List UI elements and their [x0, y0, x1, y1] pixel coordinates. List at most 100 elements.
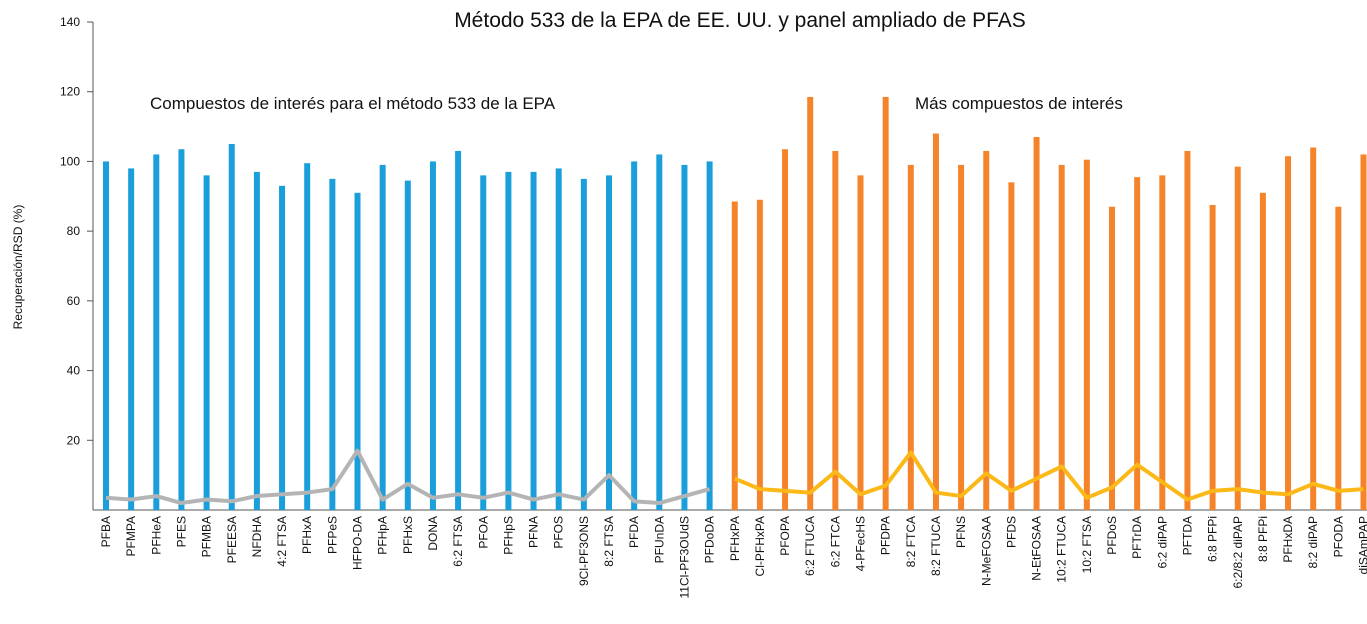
annotation: Compuestos de interés para el método 533…	[150, 94, 556, 113]
bar	[958, 164, 965, 510]
bar	[178, 149, 185, 510]
x-tick-label: DONA	[426, 516, 440, 551]
y-tick-label: 40	[67, 364, 81, 378]
bar	[756, 199, 763, 510]
x-tick-label: PFHpS	[501, 516, 515, 555]
chart-title: Método 533 de la EPA de EE. UU. y panel …	[454, 9, 1026, 32]
y-tick-label: 120	[60, 85, 80, 99]
y-axis-label: Recuperación/RSD (%)	[11, 205, 25, 330]
bar	[279, 185, 286, 511]
y-tick-label: 20	[67, 433, 81, 447]
bar	[731, 201, 738, 510]
bar	[103, 161, 109, 510]
x-tick-label: PFDoDA	[703, 516, 717, 563]
bar	[203, 175, 210, 510]
x-tick-label: 8:2 FTUCA	[929, 516, 943, 576]
x-tick-label: 8:2 FTCA	[904, 516, 918, 567]
bar	[1033, 137, 1040, 510]
x-tick-label: diSAmPAP	[1357, 516, 1367, 574]
x-tick-label: N-EtFOSAA	[1030, 516, 1044, 581]
x-tick-label: 11Cl-PF3OUdS	[677, 516, 691, 598]
x-tick-label: PFODA	[1331, 516, 1345, 557]
x-tick-label: 10:2 FTSA	[1080, 516, 1094, 573]
x-tick-label: 4-PFecHS	[854, 516, 868, 571]
bar	[329, 178, 336, 510]
x-tick-label: PFDPA	[879, 516, 893, 555]
y-tick-label: 60	[67, 294, 81, 308]
bar	[455, 150, 462, 510]
bar	[782, 149, 789, 510]
bar	[807, 96, 814, 510]
x-tick-label: PFOS	[552, 516, 566, 549]
bar	[429, 161, 436, 510]
bar	[1335, 206, 1342, 510]
x-tick-label: PFHeA	[149, 516, 163, 555]
bar	[983, 150, 990, 510]
x-tick-label: PFHxDA	[1281, 516, 1295, 563]
x-tick-label: 6:2 diPAP	[1155, 516, 1169, 568]
x-tick-label: 8:2 FTSA	[602, 516, 616, 567]
bar	[480, 175, 487, 510]
bar	[153, 154, 160, 510]
bar	[304, 163, 311, 510]
y-tick-label: 140	[60, 15, 80, 29]
bar	[606, 175, 612, 510]
rsd-line	[733, 450, 1364, 502]
x-tick-label: PFDS	[1004, 516, 1018, 548]
x-tick-label: PFHpA	[376, 516, 390, 555]
x-tick-label: NFDHA	[250, 516, 264, 557]
bar	[354, 192, 361, 511]
bar	[253, 171, 260, 510]
x-tick-label: 4:2 FTSA	[275, 516, 289, 567]
x-tick-label: PFDoS	[1105, 516, 1119, 555]
x-tick-label: PFMBA	[200, 516, 214, 557]
x-tick-label: 6:8 PFPi	[1206, 516, 1220, 562]
rsd-line	[105, 448, 711, 506]
bar	[882, 96, 889, 510]
x-tick-label: PFHxPA	[728, 516, 742, 561]
x-tick-label: PFOA	[476, 516, 490, 549]
bar	[1184, 150, 1191, 510]
bar	[1109, 206, 1115, 510]
bar	[832, 150, 839, 510]
bar	[932, 133, 939, 511]
x-tick-label: PFBA	[99, 516, 113, 547]
x-tick-label: 6:2/8:2 diPAP	[1231, 516, 1245, 589]
bar	[706, 161, 713, 510]
bar	[1134, 177, 1141, 510]
x-tick-label: Cl-PFHxPA	[753, 516, 767, 576]
x-tick-label: PFHxA	[300, 516, 314, 554]
bar	[530, 171, 537, 510]
x-tick-label: 8:2 diPAP	[1306, 516, 1320, 568]
bar	[379, 164, 386, 510]
x-tick-label: PFDA	[627, 516, 641, 548]
bar	[1285, 156, 1292, 510]
bar	[1209, 205, 1216, 510]
x-tick-label: PFES	[174, 516, 188, 547]
bar	[1159, 175, 1166, 510]
bar	[857, 175, 864, 510]
bar	[1310, 147, 1317, 510]
bar	[631, 161, 638, 510]
y-tick-label: 80	[67, 224, 81, 238]
x-tick-label: PFTrDA	[1130, 516, 1144, 559]
x-tick-label: PFNS	[954, 516, 968, 548]
x-tick-label: PFNA	[527, 516, 541, 548]
x-tick-label: PFUnDA	[652, 516, 666, 563]
bar	[907, 164, 914, 510]
bar	[681, 164, 688, 510]
x-tick-label: PFPeS	[325, 516, 339, 554]
bar	[1259, 192, 1266, 511]
bar	[404, 180, 411, 510]
bar	[1234, 166, 1241, 510]
bar	[580, 178, 587, 510]
x-tick-label: 6:2 FTCA	[828, 516, 842, 567]
bar	[1008, 182, 1015, 511]
bar	[555, 168, 562, 510]
bar	[1083, 159, 1090, 510]
x-tick-label: HFPO-DA	[351, 516, 365, 570]
x-tick-label: 10:2 FTUCA	[1055, 516, 1069, 583]
x-tick-label: PFTDA	[1180, 516, 1194, 555]
bar	[228, 144, 235, 510]
